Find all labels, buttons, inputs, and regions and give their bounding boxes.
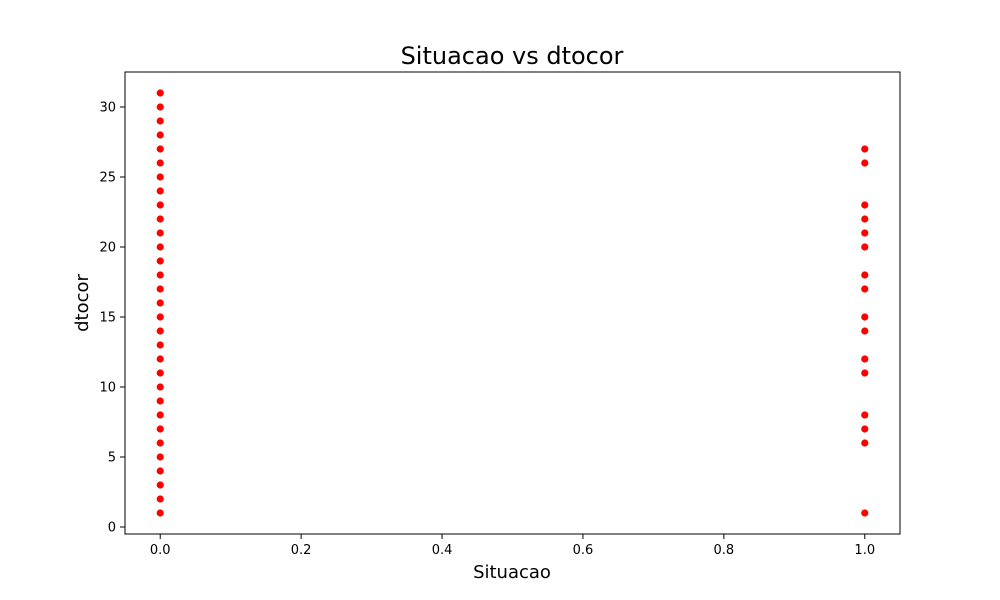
scatter-point bbox=[155, 102, 165, 112]
scatter-point bbox=[155, 270, 165, 280]
y-axis-title: dtocor bbox=[72, 274, 93, 332]
y-axis: 0 5 10 15 20 25 30 bbox=[99, 101, 125, 536]
scatter-point bbox=[860, 508, 870, 518]
scatter-point bbox=[155, 312, 165, 322]
scatter-point bbox=[860, 410, 870, 420]
scatter-point bbox=[155, 438, 165, 448]
y-tick-label: 20 bbox=[99, 241, 116, 256]
y-tick-label: 5 bbox=[108, 451, 116, 466]
x-tick-label: 0.4 bbox=[432, 543, 453, 558]
scatter-point bbox=[155, 158, 165, 168]
scatter-point bbox=[155, 88, 165, 98]
scatter-point bbox=[155, 284, 165, 294]
scatter-point bbox=[860, 326, 870, 336]
scatter-point bbox=[860, 424, 870, 434]
scatter-point bbox=[860, 368, 870, 378]
scatter-point bbox=[155, 298, 165, 308]
scatter-point bbox=[155, 368, 165, 378]
scatter-point bbox=[155, 186, 165, 196]
scatter-point bbox=[155, 200, 165, 210]
x-tick-label: 0.6 bbox=[573, 543, 594, 558]
x-tick-label: 0.8 bbox=[714, 543, 735, 558]
x-axis-title: Situacao bbox=[473, 562, 551, 583]
scatter-point bbox=[860, 200, 870, 210]
scatter-point bbox=[155, 396, 165, 406]
scatter-point bbox=[860, 228, 870, 238]
scatter-point bbox=[155, 130, 165, 140]
scatter-point bbox=[155, 256, 165, 266]
y-tick-label: 15 bbox=[99, 311, 116, 326]
scatter-point bbox=[155, 494, 165, 504]
x-axis: 0.0 0.2 0.4 0.6 0.8 1.0 bbox=[150, 534, 875, 558]
scatter-point bbox=[860, 242, 870, 252]
y-tick-label: 25 bbox=[99, 171, 116, 186]
scatter-point bbox=[155, 340, 165, 350]
y-tick-label: 10 bbox=[99, 381, 116, 396]
scatter-point bbox=[155, 452, 165, 462]
scatter-point bbox=[155, 116, 165, 126]
plot-area bbox=[155, 88, 870, 518]
scatter-point bbox=[155, 480, 165, 490]
chart-title: Situacao vs dtocor bbox=[401, 42, 624, 70]
scatter-point bbox=[155, 214, 165, 224]
scatter-point bbox=[155, 410, 165, 420]
scatter-point bbox=[860, 438, 870, 448]
scatter-point bbox=[155, 144, 165, 154]
scatter-point bbox=[155, 508, 165, 518]
scatter-point bbox=[155, 228, 165, 238]
scatter-point bbox=[860, 214, 870, 224]
scatter-point bbox=[155, 172, 165, 182]
scatter-point bbox=[155, 326, 165, 336]
scatter-point bbox=[860, 284, 870, 294]
plot-frame bbox=[124, 71, 901, 535]
scatter-point bbox=[860, 158, 870, 168]
scatter-point bbox=[860, 144, 870, 154]
x-tick-label: 0.0 bbox=[150, 543, 171, 558]
scatter-point bbox=[155, 242, 165, 252]
scatter-point bbox=[155, 424, 165, 434]
scatter-point bbox=[155, 382, 165, 392]
scatter-point bbox=[155, 466, 165, 476]
scatter-point bbox=[860, 354, 870, 364]
scatter-point bbox=[155, 354, 165, 364]
x-tick-label: 0.2 bbox=[291, 543, 312, 558]
scatter-point bbox=[860, 270, 870, 280]
y-tick-label: 0 bbox=[108, 521, 116, 536]
y-tick-label: 30 bbox=[99, 101, 116, 116]
scatter-point bbox=[860, 312, 870, 322]
x-tick-label: 1.0 bbox=[854, 543, 875, 558]
